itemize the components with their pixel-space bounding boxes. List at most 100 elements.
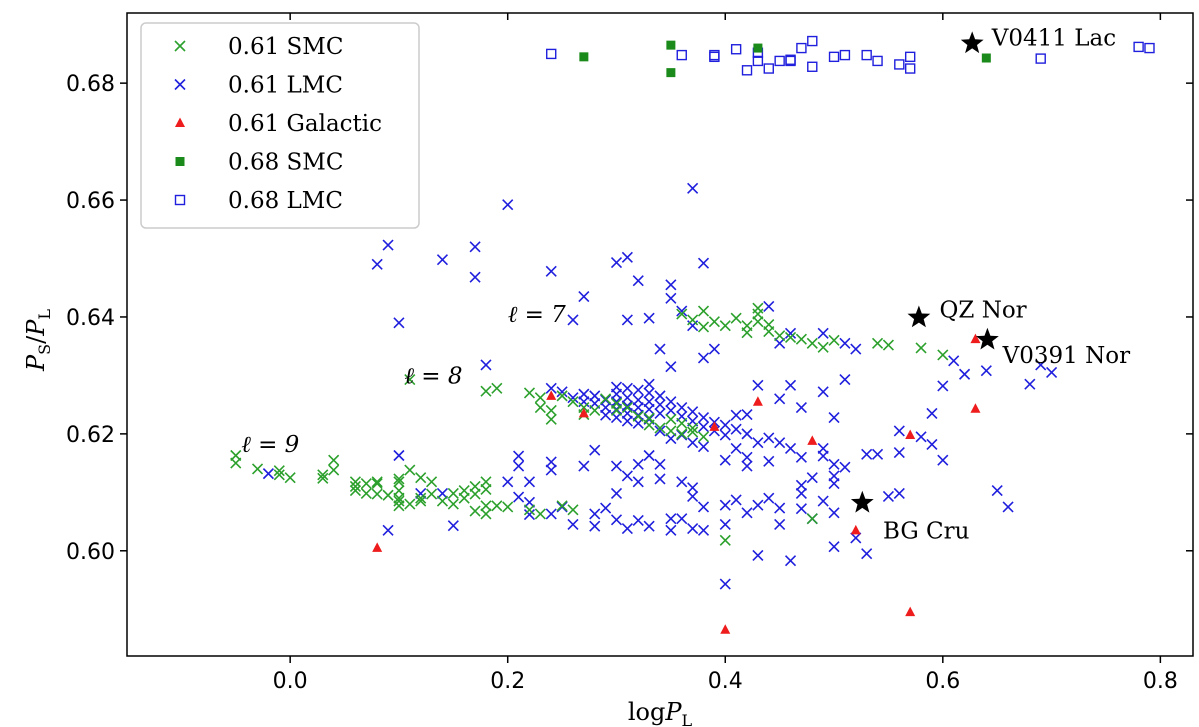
data-point: [904, 63, 916, 74]
data-point: [666, 40, 676, 50]
data-point: [643, 520, 655, 532]
data-point: [763, 492, 775, 504]
data-point: [948, 355, 960, 367]
legend-label: 0.61 SMC: [228, 34, 343, 60]
data-point: [687, 422, 699, 434]
data-point: [697, 431, 710, 443]
data-point: [719, 454, 731, 466]
data-point: [893, 425, 905, 437]
data-point: [469, 488, 481, 500]
data-point: [915, 342, 927, 354]
data-point: [905, 429, 916, 440]
data-point: [774, 393, 786, 405]
data-point: [643, 378, 655, 390]
data-point: [469, 505, 481, 517]
data-point: [393, 317, 405, 329]
data-point: [404, 373, 416, 386]
legend-marker: [174, 194, 186, 206]
plot-frame: [126, 12, 1194, 657]
data-point: [828, 51, 840, 63]
data-point: [393, 449, 405, 462]
data-point: [546, 48, 557, 60]
data-point: [850, 524, 861, 535]
data-point: [807, 35, 818, 47]
data-point: [534, 402, 546, 414]
data-point: [926, 438, 938, 450]
data-point: [610, 514, 623, 526]
data-point: [556, 390, 568, 402]
data-point: [371, 476, 383, 488]
data-point: [480, 483, 492, 495]
data-point: [861, 548, 873, 560]
data-point: [708, 316, 720, 328]
x-axis-title-subscript: L: [682, 711, 693, 727]
data-point: [273, 469, 285, 481]
data-point: [730, 494, 742, 506]
data-point: [371, 258, 383, 270]
data-point: [730, 44, 742, 55]
data-point: [763, 300, 775, 313]
star-label: BG Cru: [883, 518, 969, 544]
data-point: [545, 382, 557, 394]
data-point: [687, 426, 699, 438]
data-point: [741, 65, 753, 76]
data-point: [523, 476, 536, 488]
data-point: [480, 385, 492, 397]
y-tick-label: 0.64: [66, 306, 115, 331]
data-point: [1133, 41, 1144, 53]
data-point: [654, 343, 666, 355]
data-point: [545, 508, 557, 520]
data-point: [709, 421, 720, 431]
star-label: QZ Nor: [940, 297, 1027, 323]
data-point: [665, 292, 677, 304]
data-point: [687, 482, 699, 494]
data-point: [753, 43, 763, 53]
data-point: [719, 419, 731, 431]
data-point: [436, 254, 449, 266]
data-point: [697, 305, 710, 317]
data-point: [719, 499, 731, 511]
data-point: [817, 327, 829, 339]
data-point: [665, 425, 677, 437]
data-point: [447, 487, 459, 500]
x-tick-label: 0.4: [708, 669, 743, 694]
data-point: [741, 507, 753, 519]
data-point: [654, 390, 666, 402]
y-tick-label: 0.68: [66, 72, 115, 97]
data-point: [752, 499, 764, 511]
data-point: [578, 290, 590, 303]
x-axis-title: logPL: [628, 698, 693, 727]
data-point: [415, 492, 427, 504]
data-point: [610, 460, 623, 472]
data-point: [1035, 53, 1046, 64]
data-point: [839, 461, 851, 473]
data-point: [872, 55, 883, 67]
legend-marker: [175, 117, 185, 127]
y-tick-label: 0.60: [66, 540, 115, 565]
data-point: [469, 241, 481, 253]
data-point: [415, 472, 427, 484]
series-0-68-smc: [579, 40, 991, 78]
data-point: [469, 271, 481, 283]
data-point: [262, 468, 274, 480]
legend-box: [140, 22, 420, 229]
sequence-label: ℓ = 7: [508, 302, 566, 328]
x-tick-label: 0.6: [925, 669, 960, 694]
data-point: [643, 387, 655, 399]
data-point: [502, 476, 514, 488]
data-point: [774, 518, 786, 531]
data-point: [839, 337, 851, 349]
data-point: [567, 396, 579, 408]
data-point: [480, 359, 492, 371]
data-point: [795, 451, 807, 463]
data-point: [806, 472, 818, 484]
data-point: [676, 417, 688, 429]
sequence-label: ℓ = 8: [404, 363, 462, 389]
data-point: [545, 456, 557, 468]
data-point: [861, 448, 873, 460]
data-point: [676, 513, 688, 525]
data-point: [687, 437, 699, 449]
data-point: [676, 305, 688, 317]
star-label: V0391 Nor: [1002, 343, 1130, 369]
